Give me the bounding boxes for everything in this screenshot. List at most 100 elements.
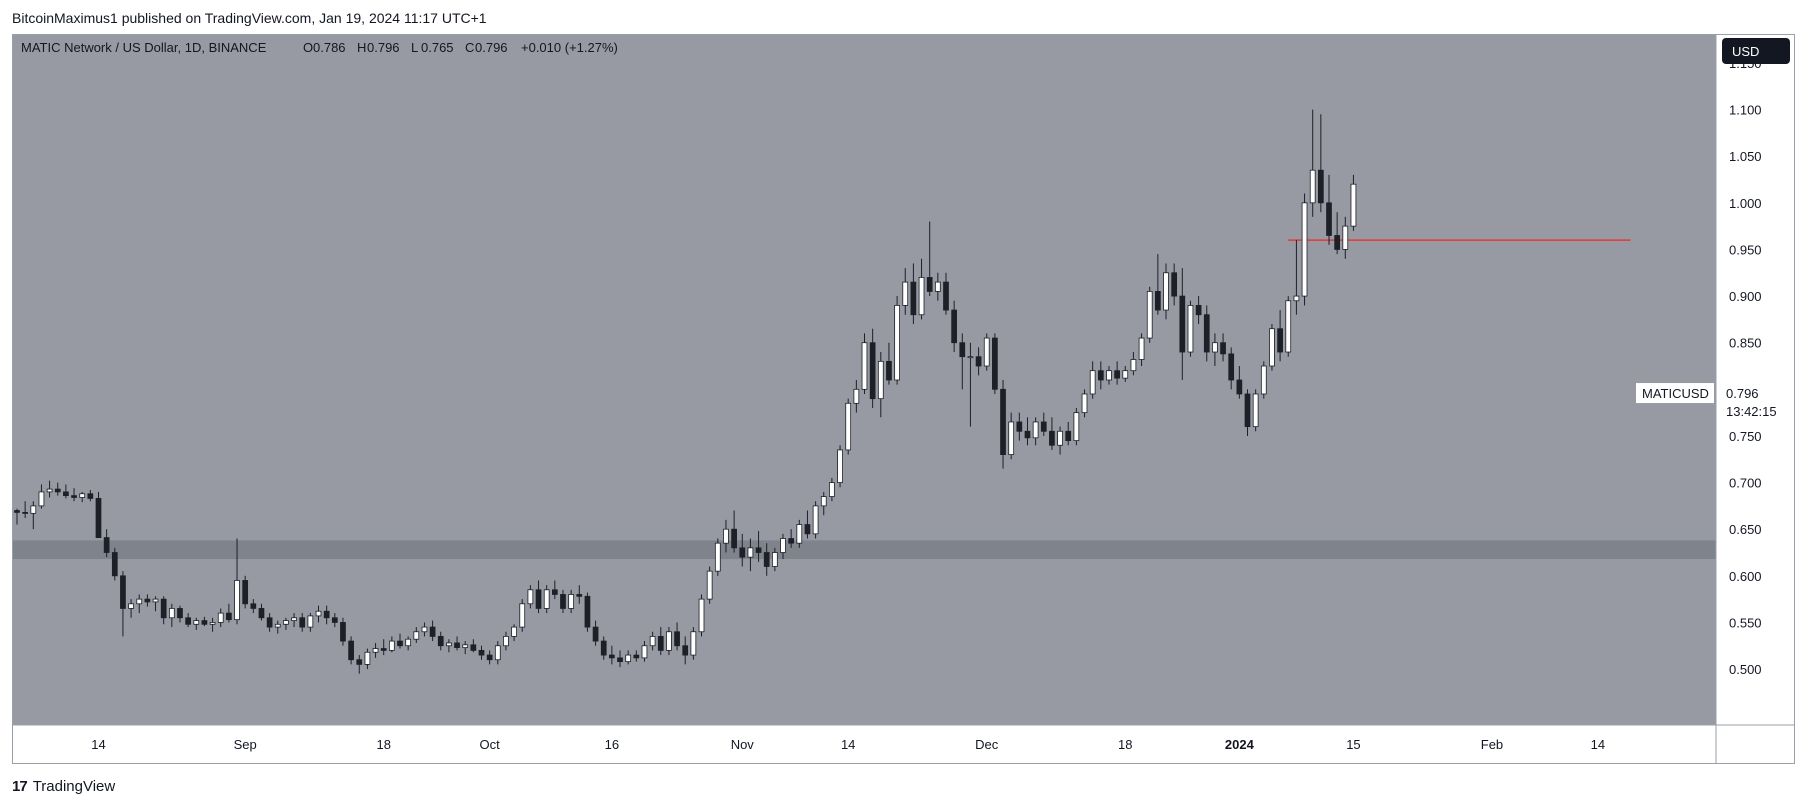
candle [1097, 361, 1104, 390]
candle-body [560, 594, 566, 609]
candle-body [209, 622, 216, 625]
candle-body [877, 360, 884, 400]
candle-body [983, 337, 990, 367]
candle-body [1049, 430, 1055, 446]
candle-body [71, 495, 77, 498]
candle-body [242, 580, 249, 605]
candle-body [894, 305, 900, 381]
candle-body [30, 505, 37, 514]
currency-button[interactable] [1722, 38, 1790, 64]
candle-body [1285, 300, 1292, 353]
candle-body [1187, 305, 1194, 353]
candlestick-chart[interactable]: 1.1501.1001.0501.0000.9500.9000.8500.800… [13, 35, 1794, 763]
candle-body [120, 575, 126, 609]
currency-label[interactable]: USD [1732, 44, 1759, 59]
candle-body [519, 603, 526, 628]
candle [837, 445, 843, 488]
candle-body [87, 493, 94, 499]
candle-body [38, 491, 45, 507]
candle-body [992, 337, 998, 390]
candle-body [1309, 169, 1316, 204]
candle [242, 575, 249, 609]
candle [234, 538, 240, 625]
candle [527, 585, 534, 609]
candle [1138, 333, 1145, 367]
candle-body [967, 356, 974, 359]
candle [983, 333, 990, 371]
candle [454, 636, 460, 651]
candle-body [307, 615, 314, 628]
candle-body [861, 342, 868, 390]
candle [649, 631, 656, 651]
candle [1040, 412, 1047, 436]
candle-body [340, 622, 346, 642]
candle [168, 603, 175, 628]
chart-frame[interactable]: 1.1501.1001.0501.0000.9500.9000.8500.800… [12, 34, 1795, 764]
support-zone [13, 540, 1716, 560]
candle-body [1155, 291, 1161, 311]
candle-body [617, 657, 623, 662]
candle-body [641, 645, 648, 659]
candle-body [934, 281, 941, 292]
candle [397, 633, 403, 649]
candle-body [429, 626, 436, 637]
candle [160, 596, 167, 625]
candle-body [315, 610, 322, 617]
legend-value: 0.796 [367, 40, 400, 55]
candle-body [283, 620, 289, 625]
candle-body [1293, 295, 1300, 302]
candle-body [103, 537, 110, 553]
candle-body [193, 620, 200, 625]
candle [299, 613, 306, 632]
candle-body [144, 598, 151, 603]
candle [87, 490, 94, 502]
candle [1163, 263, 1169, 320]
candle [739, 533, 746, 567]
candle [641, 641, 648, 662]
candle-body [690, 631, 697, 656]
candle-body [649, 636, 656, 647]
candle-body [1203, 314, 1210, 353]
candle [674, 622, 680, 651]
candle [926, 221, 933, 297]
candle-body [1130, 359, 1137, 372]
candle [1269, 324, 1275, 371]
candle [1032, 417, 1039, 446]
candle [331, 613, 338, 628]
candle [894, 296, 900, 385]
candle-body [1065, 430, 1072, 442]
candle [796, 519, 803, 548]
candle [136, 594, 143, 614]
candle-body [1171, 272, 1178, 297]
candle-body [943, 281, 949, 311]
candle [861, 333, 868, 394]
tradingview-logo-icon: 17 [12, 778, 28, 795]
candle [1212, 333, 1218, 367]
candle-body [543, 589, 550, 609]
candle-body [54, 488, 61, 493]
candle [975, 347, 982, 376]
candle [690, 627, 697, 660]
candle [1073, 407, 1080, 446]
candle [511, 624, 517, 642]
candle-body [331, 617, 338, 623]
price-axis-tick: 0.900 [1729, 289, 1762, 304]
candle [1081, 389, 1088, 418]
price-axis-tick: 1.000 [1729, 196, 1762, 211]
candle [1114, 361, 1120, 385]
time-axis-tick: Nov [731, 737, 755, 752]
legend-value: 0.765 [421, 40, 454, 55]
candle-body [674, 631, 680, 647]
candle-body [250, 603, 257, 609]
candle [14, 508, 20, 525]
candle-body [1163, 272, 1169, 311]
candle [429, 620, 436, 642]
candle [1008, 412, 1015, 460]
candle [617, 650, 623, 668]
candle [706, 566, 713, 604]
candle [780, 533, 786, 560]
time-axis-tick: 14 [91, 737, 105, 752]
time-axis-tick: 15 [1346, 737, 1360, 752]
candle [657, 627, 664, 656]
candle [340, 617, 346, 646]
